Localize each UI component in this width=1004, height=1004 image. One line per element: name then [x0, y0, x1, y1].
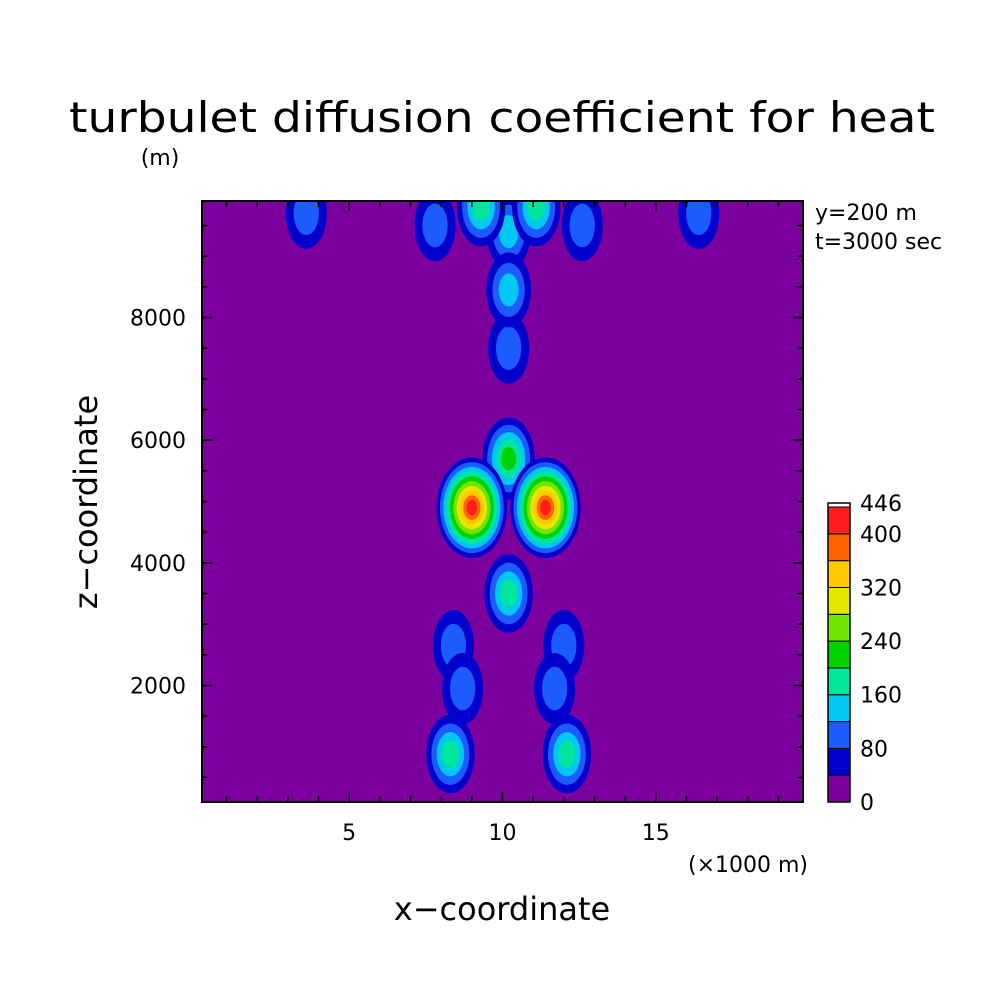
colorbar-swatch — [827, 613, 851, 642]
x-ticks: 5 10 15 — [225, 201, 780, 846]
colorbar: 446 400 320 240 160 80 0 — [827, 492, 902, 816]
contour-band — [686, 201, 712, 236]
x-axis-label: x−coordinate — [394, 890, 610, 928]
contour-band — [498, 215, 519, 249]
contour-band — [569, 203, 595, 248]
chart-title: turbulet diffusion coefficient for heat — [69, 93, 935, 142]
colorbar-tick-label: 240 — [860, 630, 902, 655]
contour-band — [441, 740, 459, 768]
y-tick-label: 8000 — [130, 307, 186, 332]
x-tick-label: 10 — [489, 821, 517, 846]
contour-band — [527, 201, 545, 221]
colorbar-swatch — [827, 667, 851, 696]
contour-band — [466, 500, 478, 516]
colorbar-tick-label: 446 — [860, 492, 902, 517]
contour-band — [558, 740, 576, 768]
contour-band — [500, 579, 518, 608]
contour-band — [498, 273, 519, 307]
contour-field — [285, 201, 720, 794]
y-ticks: 2000 4000 6000 8000 — [130, 224, 803, 779]
y-tick-label: 4000 — [130, 552, 186, 577]
y-tick-label: 6000 — [130, 429, 186, 454]
colorbar-swatch — [827, 721, 851, 749]
contour-band — [495, 326, 522, 371]
colorbar-swatch — [827, 694, 851, 723]
annotation-t: t=3000 sec — [815, 230, 942, 255]
contour-band — [501, 446, 517, 471]
annotation-y: y=200 m — [815, 201, 917, 226]
colorbar-tick-label: 320 — [860, 576, 902, 601]
colorbar-swatch — [827, 747, 851, 776]
contour-band — [422, 203, 448, 248]
contour-band — [293, 201, 319, 236]
y-unit-label: (m) — [141, 146, 180, 171]
x-tick-label: 5 — [342, 821, 356, 846]
colorbar-tick-label: 400 — [860, 523, 902, 548]
colorbar-swatch — [827, 506, 851, 535]
colorbar-swatch — [827, 586, 851, 615]
colorbar-swatch — [827, 533, 851, 562]
contour-band — [472, 201, 490, 221]
contour-band — [449, 666, 476, 711]
colorbar-tick-label: 160 — [860, 684, 902, 709]
contour-band — [540, 500, 551, 516]
colorbar-frame — [827, 502, 851, 803]
colorbar-tick-label: 0 — [860, 791, 874, 816]
y-tick-label: 2000 — [130, 674, 186, 699]
colorbar-swatch — [827, 560, 851, 588]
x-unit-label: (×1000 m) — [688, 853, 808, 878]
colorbar-tick-label: 80 — [860, 737, 888, 762]
x-tick-label: 15 — [642, 821, 670, 846]
y-axis-label: z−coordinate — [67, 395, 105, 609]
colorbar-swatch — [827, 774, 851, 803]
colorbar-swatch — [827, 640, 851, 669]
contour-band — [541, 666, 568, 711]
